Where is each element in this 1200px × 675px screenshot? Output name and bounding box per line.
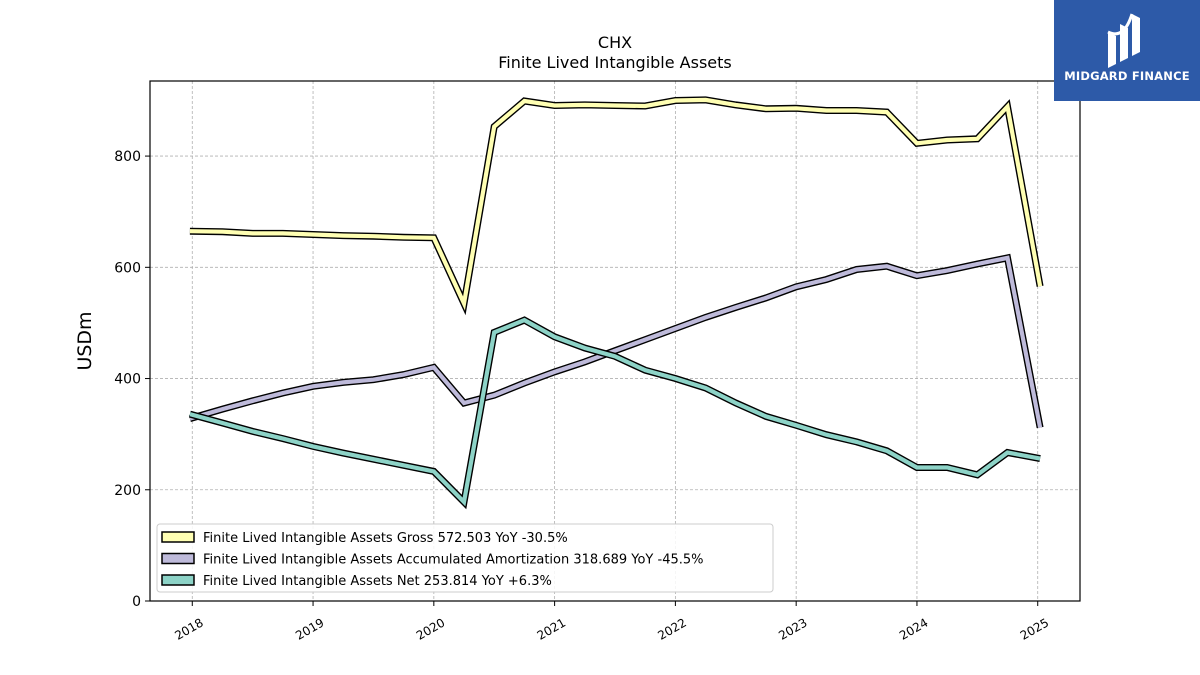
y-tick-label: 600	[114, 260, 141, 276]
x-tick-label: 2024	[897, 615, 930, 642]
series-line-finite-lived-intangible-assets-gross	[189, 97, 1043, 311]
series-outline-finite-lived-intangible-assets-accumulated-amortization	[188, 253, 1044, 429]
y-tick-label: 0	[132, 594, 141, 610]
y-axis-label: USDm	[74, 311, 96, 370]
x-tick-label: 2022	[655, 615, 688, 642]
chart-subtitle: Finite Lived Intangible Assets	[498, 53, 731, 72]
logo-text: MIDGARD FINANCE	[1064, 69, 1190, 83]
grid-lines	[150, 81, 1080, 601]
legend-label: Finite Lived Intangible Assets Accumulat…	[203, 553, 704, 568]
legend-box	[156, 523, 774, 593]
y-tick-label: 400	[114, 372, 141, 388]
x-tick-label: 2021	[535, 615, 568, 642]
midgard-finance-logo: MIDGARD FINANCE	[1054, 0, 1200, 101]
x-tick-label: 2018	[172, 615, 205, 642]
legend-swatch	[161, 552, 195, 565]
series-line-finite-lived-intangible-assets-accumulated-amortization	[189, 255, 1043, 428]
x-tick-label: 2019	[293, 615, 326, 642]
y-tick-label: 800	[114, 149, 141, 165]
x-axis: 2018 2019 2020 2021 2022 2023 2024 2025	[172, 601, 1051, 643]
series-lines	[188, 96, 1044, 510]
midgard-logo-icon	[1107, 13, 1140, 68]
legend-label: Finite Lived Intangible Assets Net 253.8…	[203, 574, 552, 589]
legend: Finite Lived Intangible Assets Gross 572…	[156, 523, 774, 593]
series-line-finite-lived-intangible-assets-net	[189, 317, 1041, 507]
legend-swatch	[161, 531, 195, 543]
plot-frame	[149, 80, 1081, 602]
x-tick-label: 2023	[776, 615, 809, 642]
chart-title: CHX	[598, 33, 632, 52]
y-tick-label: 200	[114, 483, 141, 499]
legend-swatch	[161, 574, 195, 586]
x-tick-label: 2020	[414, 615, 447, 642]
y-axis: 0 200 400 600 800	[114, 149, 150, 610]
x-tick-label: 2025	[1018, 615, 1051, 642]
legend-label: Finite Lived Intangible Assets Gross 572…	[203, 531, 568, 546]
